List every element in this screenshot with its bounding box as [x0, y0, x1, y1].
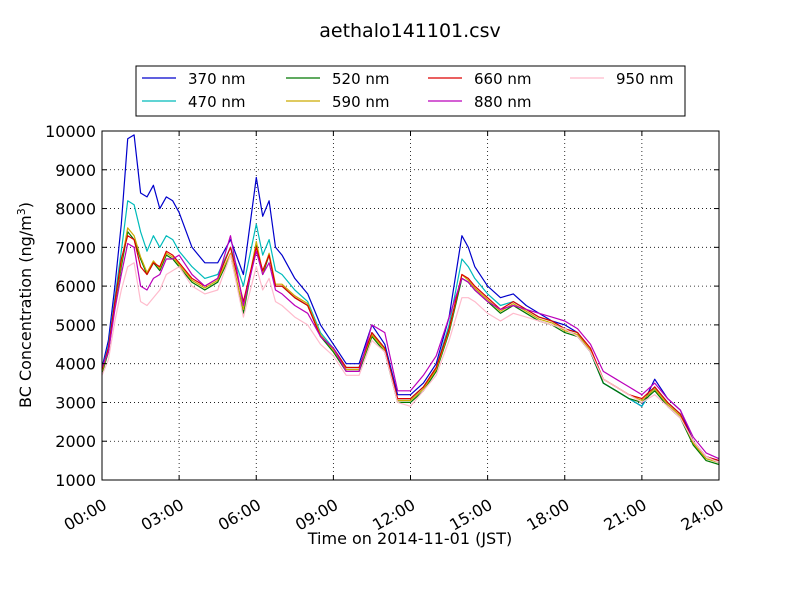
legend-frame [135, 65, 686, 117]
axis-ticks [101, 130, 720, 481]
y-axis-label: BC Concentration (ng/m3) [15, 202, 35, 408]
x-tick-label: 24:00 [678, 495, 727, 535]
y-axis-label-text: BC Concentration (ng/m [16, 215, 35, 408]
x-tick-label: 00:00 [61, 495, 110, 535]
x-axis-label: Time on 2014-11-01 (JST) [307, 529, 512, 548]
y-tick-label: 1000 [55, 471, 96, 490]
y-tick-label: 9000 [55, 161, 96, 180]
y-tick-label: 2000 [55, 432, 96, 451]
series-lines [101, 134, 720, 466]
x-tick-label: 18:00 [523, 495, 572, 535]
series-line-520-nm [101, 231, 720, 466]
legend-label: 880 nm [474, 93, 532, 111]
legend-label: 520 nm [332, 70, 390, 88]
legend-label: 660 nm [474, 70, 532, 88]
legend-label: 590 nm [332, 93, 390, 111]
x-tick-label: 03:00 [138, 495, 187, 535]
series-line-950-nm [101, 254, 720, 464]
chart-title: aethalo141101.csv [319, 20, 501, 42]
legend-label: 370 nm [188, 70, 246, 88]
y-tick-label: 3000 [55, 393, 96, 412]
series-line-880-nm [101, 235, 720, 460]
y-axis-label-superscript: 3 [15, 208, 28, 215]
y-tick-label: 4000 [55, 355, 96, 374]
y-axis-label-close: ) [16, 202, 35, 208]
y-axis-tick-labels: 1000 2000 3000 4000 5000 6000 7000 8000 9000 1000… [45, 122, 96, 490]
y-tick-label: 10000 [45, 122, 96, 141]
y-tick-label: 5000 [55, 316, 96, 335]
y-tick-label: 8000 [55, 200, 96, 219]
y-tick-label: 7000 [55, 238, 96, 257]
legend: 370 nm 470 nm 520 nm 590 nm 660 nm 880 nm 950 … [135, 65, 686, 117]
x-tick-label: 06:00 [215, 495, 264, 535]
x-tick-label: 21:00 [600, 495, 649, 535]
y-tick-label: 6000 [55, 277, 96, 296]
grid [101, 130, 720, 481]
legend-label: 950 nm [616, 70, 674, 88]
legend-label: 470 nm [188, 93, 246, 111]
